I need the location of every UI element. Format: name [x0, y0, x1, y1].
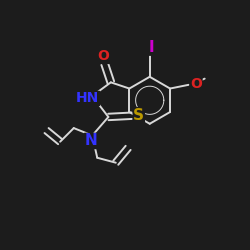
Text: I: I	[148, 40, 154, 55]
Text: N: N	[85, 134, 98, 148]
Text: O: O	[98, 50, 109, 64]
Text: O: O	[190, 76, 202, 90]
Text: HN: HN	[76, 92, 100, 106]
Text: S: S	[133, 108, 144, 123]
